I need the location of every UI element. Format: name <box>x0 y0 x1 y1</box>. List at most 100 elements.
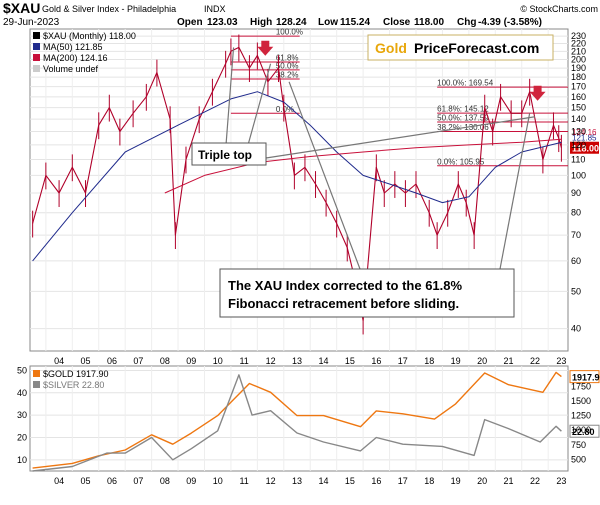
metals-y-tick-left: 20 <box>17 432 27 442</box>
fib-right-label: 61.8%: 145.12 <box>437 105 489 114</box>
price-x-tick: 10 <box>213 356 223 366</box>
metals-y-tick-left: 50 <box>17 365 27 375</box>
open-label: Open <box>177 17 203 28</box>
ma-last-label: 121.85 <box>572 133 597 142</box>
metals-x-tick: 18 <box>424 476 434 486</box>
brand-box: Gold PriceForecast.com <box>367 34 554 61</box>
fib-callout-box <box>219 268 515 318</box>
high-value: 128.24 <box>276 17 307 28</box>
metals-x-tick: 09 <box>186 476 196 486</box>
price-x-tick: 09 <box>186 356 196 366</box>
metals-y-tick-left: 10 <box>17 455 27 465</box>
brand-box-frame <box>367 34 554 61</box>
exchange-label: INDX <box>204 4 226 14</box>
legend-marker-silver <box>33 381 40 388</box>
fib-left-label: 100.0% <box>276 28 303 37</box>
legend-gold: $GOLD 1917.90 <box>43 369 109 379</box>
brand-gold: Gold <box>375 40 407 56</box>
price-series-line <box>32 91 562 262</box>
fib-callout-line1: The XAU Index corrected to the 61.8% <box>228 278 463 293</box>
watermark: © StockCharts.com <box>520 4 598 14</box>
price-series-line <box>164 138 562 194</box>
metals-y-tick-right: 1750 <box>571 381 591 391</box>
fib-left-label: 61.8% <box>276 54 299 63</box>
price-y-ticks: 40 50 60 70 80 90 100 110 120 130 1401501601701801… <box>571 31 586 334</box>
fib-pointer <box>499 113 531 270</box>
price-x-tick: 11 <box>239 356 248 366</box>
metals-x-tick: 13 <box>292 476 302 486</box>
legend-ma50: MA(50) 121.85 <box>43 42 103 52</box>
price-x-tick: 12 <box>266 356 276 366</box>
price-x-tick: 06 <box>107 356 117 366</box>
callouts: Triple top The XAU Index corrected to th… <box>191 142 515 318</box>
metals-y-tick-right: 1250 <box>571 411 591 421</box>
price-y-tick: 170 <box>571 82 586 92</box>
price-y-tick: 220 <box>571 39 586 49</box>
fib-left-label: 38.2% <box>276 70 299 79</box>
symbol-title: $XAU <box>3 0 40 16</box>
fib-callout-line2: Fibonacci retracement before sliding. <box>228 296 459 311</box>
metals-y-tick-left: 30 <box>17 410 27 420</box>
metals-series-line <box>32 371 562 469</box>
legend-marker-volume <box>33 65 40 72</box>
triple-top-pointer <box>247 63 272 146</box>
metals-series-line <box>32 374 562 472</box>
price-y-tick: 210 <box>571 46 586 56</box>
price-x-tick: 07 <box>133 356 143 366</box>
fib-left-label: 50.0% <box>276 61 299 70</box>
price-y-tick: 200 <box>571 54 586 64</box>
legend-marker-ma200 <box>33 54 40 61</box>
price-y-tick: 230 <box>571 31 586 41</box>
fib-pointer <box>288 81 361 270</box>
metals-last-label: 22.80 <box>572 427 595 437</box>
price-legend: $XAU (Monthly) 118.00 MA(50) 121.85 MA(2… <box>33 31 136 74</box>
price-x-tick: 14 <box>318 356 328 366</box>
close-value: 118.00 <box>414 17 444 28</box>
legend-silver: $SILVER 22.80 <box>43 380 104 390</box>
price-x-ticks: 04 05 06 07 08 09 10 11 12 13 14 15 16 17 18 19 20 21 22 23 <box>54 356 566 366</box>
low-value: 115.24 <box>340 17 370 28</box>
metals-x-tick: 11 <box>239 476 248 486</box>
metals-x-tick: 22 <box>530 476 540 486</box>
open-value: 123.03 <box>207 17 238 28</box>
metals-y-tick-left: 40 <box>17 388 27 398</box>
metals-x-tick: 21 <box>504 476 514 486</box>
triple-top-pointer <box>225 47 235 146</box>
chart-header: $XAU Gold & Silver Index - Philadelphia … <box>3 0 598 28</box>
metals-x-tick: 10 <box>213 476 223 486</box>
metals-last-box <box>569 370 600 384</box>
price-x-tick: 16 <box>371 356 381 366</box>
price-x-tick: 23 <box>556 356 566 366</box>
index-name: Gold & Silver Index - Philadelphia <box>42 4 176 14</box>
metals-x-tick: 05 <box>81 476 91 486</box>
legend-marker-main <box>33 32 40 39</box>
chg-value: -4.39 (-3.58%) <box>478 17 542 28</box>
price-y-tick: 160 <box>571 92 586 102</box>
ma-last-label: 124.16 <box>572 128 597 137</box>
price-x-tick: 04 <box>54 356 64 366</box>
metals-x-tick: 23 <box>556 476 566 486</box>
last-price-box <box>570 141 599 154</box>
legend-ma200: MA(200) 124.16 <box>43 53 108 63</box>
price-x-tick: 13 <box>292 356 302 366</box>
price-x-tick: 05 <box>81 356 91 366</box>
price-y-tick: 120 <box>571 140 586 150</box>
price-y-tick: 80 <box>571 208 581 218</box>
red-down-arrow <box>257 40 274 56</box>
price-x-tick: 19 <box>451 356 461 366</box>
price-x-tick: 22 <box>530 356 540 366</box>
price-y-tick: 140 <box>571 114 586 124</box>
metals-y-tick-right: 1500 <box>571 396 591 406</box>
close-label: Close <box>383 17 411 28</box>
price-y-tick: 50 <box>571 286 581 296</box>
metals-x-tick: 06 <box>107 476 117 486</box>
metals-x-tick: 16 <box>371 476 381 486</box>
legend-volume: Volume undef <box>43 64 99 74</box>
price-x-tick: 08 <box>160 356 170 366</box>
metals-x-tick: 08 <box>160 476 170 486</box>
price-y-tick: 70 <box>571 230 581 240</box>
metals-legend: $GOLD 1917.90 $SILVER 22.80 <box>33 369 109 390</box>
price-y-tick: 150 <box>571 103 586 113</box>
last-price-label: 118.00 <box>572 144 599 154</box>
